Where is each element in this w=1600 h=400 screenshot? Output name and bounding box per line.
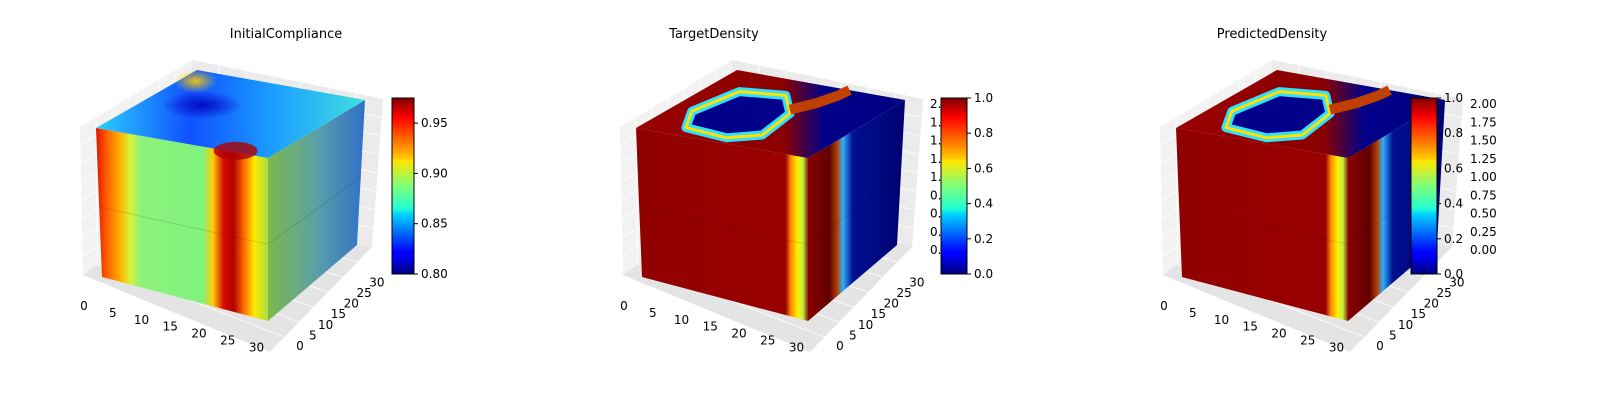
- panel-title: PredictedDensity: [1217, 27, 1328, 42]
- colorbar-tick-label: 0.4: [1444, 197, 1463, 211]
- colorbar-tick-label: 0.0: [1444, 267, 1463, 281]
- z-tick-label: 1.75: [1470, 115, 1497, 129]
- voxel-front-face: [636, 128, 808, 321]
- y-tick-label: 10: [1398, 318, 1413, 332]
- x-tick-label: 5: [649, 306, 657, 320]
- colorbar-tick-label: 0.2: [1444, 232, 1463, 246]
- colorbar-tick-label: 1.0: [1444, 91, 1463, 105]
- y-tick-label: 20: [1424, 297, 1439, 311]
- top-hole-edge: [684, 90, 792, 140]
- x-tick-label: 30: [789, 340, 804, 354]
- voxel-front-face: [1176, 128, 1348, 321]
- top-hole-edge: [1224, 90, 1332, 140]
- x-tick-label: 15: [163, 320, 178, 334]
- y-tick-label: 15: [1411, 307, 1426, 321]
- panel-title: InitialCompliance: [230, 27, 343, 42]
- voxel-layer-seam: [1179, 176, 1442, 245]
- colorbar-tick-label: 0.0: [974, 267, 993, 281]
- x-tick-label: 30: [1329, 340, 1344, 354]
- x-tick-label: 20: [191, 327, 206, 341]
- x-tick-label: 5: [1189, 306, 1197, 320]
- colorbar-tick-label: 0.95: [421, 116, 448, 130]
- top-low-region: [162, 91, 243, 120]
- x-tick-label: 20: [731, 327, 746, 341]
- colorbar-tick-label: 0.85: [421, 217, 448, 231]
- y-tick-label: 5: [1389, 328, 1397, 342]
- x-tick-label: 10: [134, 313, 149, 327]
- colorbar-tick-label: 0.2: [974, 232, 993, 246]
- x-tick-label: 10: [1214, 313, 1229, 327]
- y-tick-label: 30: [1449, 275, 1464, 289]
- y-tick-label: 5: [849, 328, 857, 342]
- voxel-layer-seam: [99, 176, 362, 245]
- colorbar-tick-label: 0.80: [421, 267, 448, 281]
- x-tick-label: 10: [674, 313, 689, 327]
- colorbar-tick-label: 0.8: [974, 126, 993, 140]
- y-tick-label: 20: [344, 297, 359, 311]
- y-tick-label: 20: [884, 297, 899, 311]
- x-tick-label: 5: [109, 306, 117, 320]
- z-tick-label: 1.25: [1470, 152, 1497, 166]
- x-tick-label: 15: [703, 320, 718, 334]
- top-edge-hotspot: [213, 141, 258, 160]
- voxel-front-face: [96, 128, 268, 321]
- z-tick-label: 0.25: [1470, 225, 1497, 239]
- z-tick-label: 1.00: [1470, 170, 1497, 184]
- colorbar: [391, 97, 415, 275]
- x-tick-label: 0: [80, 299, 88, 313]
- top-hotspot: [173, 69, 218, 94]
- top-arch-band: [788, 85, 852, 115]
- top-arch-band: [1328, 85, 1392, 115]
- z-tick-label: 0.50: [1470, 207, 1497, 221]
- colorbar-tick-label: 0.6: [974, 161, 993, 175]
- colorbar: [940, 97, 968, 275]
- colorbar-tick-label: 0.6: [1444, 161, 1463, 175]
- x-tick-label: 25: [220, 333, 235, 347]
- z-tick-label: 0.00: [1470, 243, 1497, 257]
- y-tick-label: 25: [896, 286, 911, 300]
- y-tick-label: 5: [309, 328, 317, 342]
- y-tick-label: 30: [909, 275, 924, 289]
- colorbar-tick-label: 0.4: [974, 197, 993, 211]
- y-tick-label: 0: [1376, 339, 1384, 353]
- colorbar-tick-label: 0.8: [1444, 126, 1463, 140]
- y-tick-label: 25: [1436, 286, 1451, 300]
- y-tick-label: 10: [318, 318, 333, 332]
- colorbar-tick-label: 1.0: [974, 91, 993, 105]
- colorbar: [1410, 97, 1438, 275]
- voxel-layer-seam: [639, 176, 902, 245]
- z-tick-label: 1.50: [1470, 134, 1497, 148]
- voxel-side-face: [268, 100, 365, 321]
- y-tick-label: 25: [356, 286, 371, 300]
- y-tick-label: 0: [836, 339, 844, 353]
- panel-title: TargetDensity: [668, 27, 759, 42]
- x-tick-label: 0: [620, 299, 628, 313]
- colorbar-tick-label: 0.90: [421, 166, 448, 180]
- z-tick-label: 2.00: [1470, 97, 1497, 111]
- x-tick-label: 0: [1160, 299, 1168, 313]
- y-tick-label: 10: [858, 318, 873, 332]
- y-tick-label: 15: [331, 307, 346, 321]
- x-tick-label: 20: [1271, 327, 1286, 341]
- z-tick-label: 0.75: [1470, 188, 1497, 202]
- y-tick-label: 30: [369, 275, 384, 289]
- y-tick-label: 0: [296, 339, 304, 353]
- voxel-side-face: [808, 100, 905, 321]
- x-tick-label: 25: [1300, 333, 1315, 347]
- x-tick-label: 25: [760, 333, 775, 347]
- x-tick-label: 15: [1243, 320, 1258, 334]
- x-tick-label: 30: [249, 340, 264, 354]
- y-tick-label: 15: [871, 307, 886, 321]
